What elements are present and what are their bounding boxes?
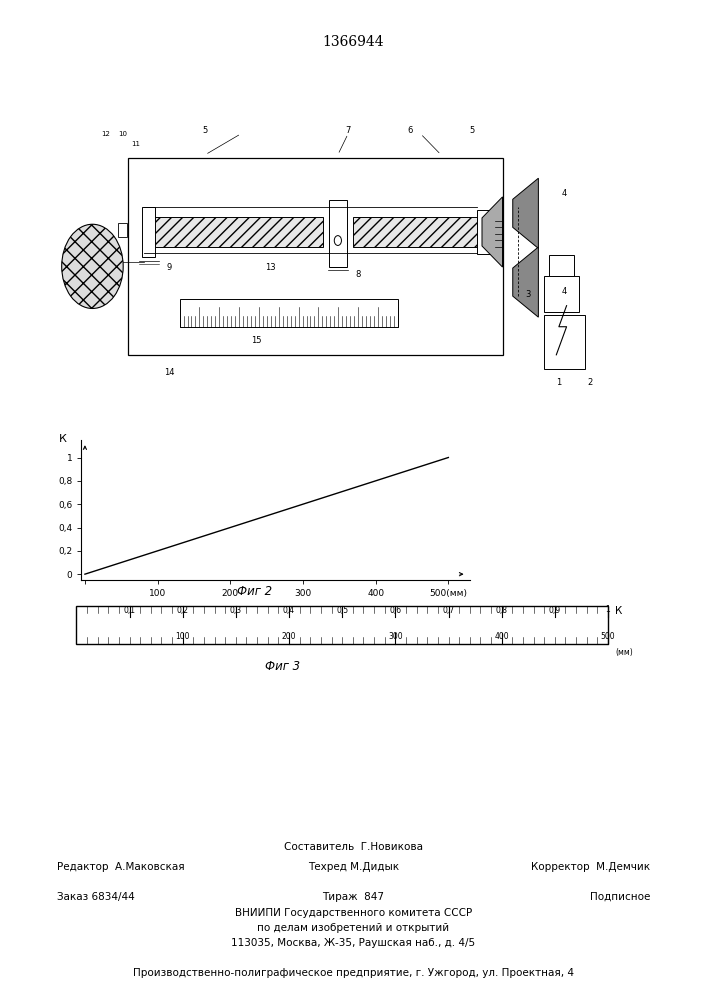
Text: 0,1: 0,1 <box>124 605 136 614</box>
Text: К: К <box>615 606 623 616</box>
Text: 11: 11 <box>132 141 141 147</box>
Text: 1366944: 1366944 <box>322 35 385 49</box>
Bar <box>544 315 585 369</box>
Bar <box>477 210 495 254</box>
Text: Заказ 6834/44: Заказ 6834/44 <box>57 892 134 902</box>
Text: 12: 12 <box>101 131 110 137</box>
Text: ВНИИПИ Государственного комитета СССР: ВНИИПИ Государственного комитета СССР <box>235 908 472 918</box>
Text: 200: 200 <box>282 632 296 641</box>
Bar <box>549 255 574 276</box>
Text: Составитель  Г.Новикова: Составитель Г.Новикова <box>284 842 423 852</box>
Text: 4: 4 <box>561 189 566 198</box>
Text: 5: 5 <box>203 126 208 135</box>
Bar <box>128 158 503 355</box>
Bar <box>144 217 323 247</box>
Text: Фиг.1: Фиг.1 <box>296 443 330 456</box>
Bar <box>353 217 477 247</box>
Text: 113035, Москва, Ж-35, Раушская наб., д. 4/5: 113035, Москва, Ж-35, Раушская наб., д. … <box>231 938 476 948</box>
Text: 2: 2 <box>587 378 592 387</box>
Text: 14: 14 <box>164 368 175 377</box>
Polygon shape <box>513 178 539 248</box>
Text: 5: 5 <box>469 126 474 135</box>
Text: 4: 4 <box>561 287 566 296</box>
Text: 0,4: 0,4 <box>283 605 295 614</box>
Text: 3: 3 <box>525 290 531 299</box>
Text: 300: 300 <box>388 632 403 641</box>
Text: 9: 9 <box>167 263 172 272</box>
Text: Тираж  847: Тираж 847 <box>322 892 385 902</box>
Text: Техред М.Дидык: Техред М.Дидык <box>308 862 399 872</box>
Circle shape <box>62 224 123 308</box>
Text: (мм): (мм) <box>615 648 633 656</box>
Text: 0,9: 0,9 <box>549 605 561 614</box>
Text: 0,5: 0,5 <box>336 605 349 614</box>
Text: 500: 500 <box>601 632 615 641</box>
Polygon shape <box>513 247 539 317</box>
Text: К: К <box>59 434 67 444</box>
Text: 1: 1 <box>606 605 610 614</box>
Text: 400: 400 <box>494 632 509 641</box>
Bar <box>118 223 127 237</box>
Text: 0,8: 0,8 <box>496 605 508 614</box>
Text: 8: 8 <box>356 270 361 279</box>
Bar <box>329 200 347 267</box>
Text: 15: 15 <box>251 336 261 345</box>
Text: 13: 13 <box>265 263 276 272</box>
Bar <box>142 207 156 257</box>
Text: 1: 1 <box>556 378 561 387</box>
Polygon shape <box>482 197 503 267</box>
Text: Редактор  А.Маковская: Редактор А.Маковская <box>57 862 185 872</box>
Text: Корректор  М.Демчик: Корректор М.Демчик <box>532 862 650 872</box>
Text: 6: 6 <box>407 126 413 135</box>
Text: 0,3: 0,3 <box>230 605 242 614</box>
Text: Фиг 2: Фиг 2 <box>237 585 272 598</box>
Text: 0,2: 0,2 <box>177 605 189 614</box>
Text: Подписное: Подписное <box>590 892 650 902</box>
Bar <box>76 606 608 644</box>
Text: 0,6: 0,6 <box>390 605 402 614</box>
Text: по делам изобретений и открытий: по делам изобретений и открытий <box>257 923 450 933</box>
Text: Фиг 3: Фиг 3 <box>265 660 300 673</box>
Text: 10: 10 <box>119 131 128 137</box>
Bar <box>180 299 398 327</box>
Text: 7: 7 <box>346 126 351 135</box>
Bar <box>544 276 580 312</box>
Text: 0,7: 0,7 <box>443 605 455 614</box>
Text: Производственно-полиграфическое предприятие, г. Ужгород, ул. Проектная, 4: Производственно-полиграфическое предприя… <box>133 968 574 978</box>
Text: 100: 100 <box>175 632 190 641</box>
